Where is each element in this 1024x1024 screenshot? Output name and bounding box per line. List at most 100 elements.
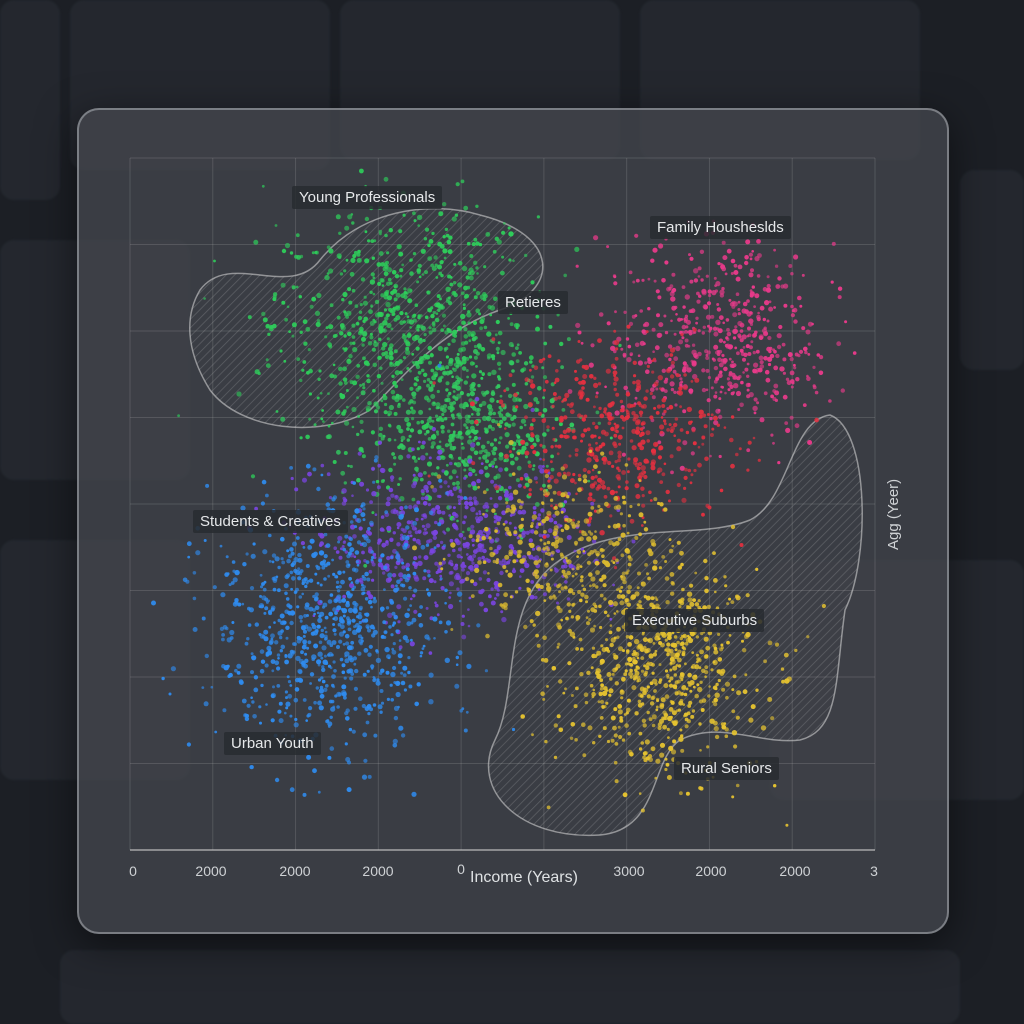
data-point	[471, 242, 476, 247]
data-point	[334, 611, 338, 615]
data-point	[358, 634, 362, 639]
data-point	[460, 291, 465, 296]
data-point	[658, 566, 663, 570]
data-point	[648, 550, 651, 553]
data-point	[554, 540, 560, 545]
data-point	[749, 293, 754, 298]
data-point	[772, 441, 775, 445]
data-point	[701, 435, 706, 440]
data-point	[561, 474, 568, 480]
data-point	[383, 410, 388, 415]
data-point	[289, 620, 294, 626]
data-point	[323, 554, 328, 559]
data-point	[603, 407, 608, 412]
data-point	[468, 555, 473, 559]
data-point	[252, 714, 257, 719]
data-point	[657, 375, 663, 381]
data-point	[335, 409, 341, 415]
data-point	[311, 624, 317, 630]
data-point	[657, 295, 662, 300]
data-point	[638, 410, 644, 415]
data-point	[383, 176, 389, 182]
data-point	[449, 538, 454, 543]
data-point	[640, 808, 645, 813]
data-point	[274, 660, 280, 666]
data-point	[413, 588, 418, 593]
data-point	[784, 421, 789, 425]
data-point	[411, 497, 416, 502]
data-point	[782, 394, 788, 400]
data-point	[750, 268, 754, 273]
data-point	[452, 517, 456, 521]
data-point	[663, 389, 668, 393]
data-point	[409, 326, 412, 329]
data-point	[614, 667, 618, 671]
data-point	[383, 271, 389, 277]
data-point	[575, 322, 581, 328]
data-point	[689, 279, 694, 284]
data-point	[496, 558, 499, 562]
data-point	[250, 696, 253, 699]
data-point	[560, 365, 564, 370]
data-point	[461, 530, 465, 534]
data-point	[427, 503, 431, 507]
data-point	[595, 395, 599, 399]
data-point	[704, 456, 709, 462]
data-point	[614, 460, 618, 464]
data-point	[584, 533, 588, 537]
data-point	[490, 600, 496, 606]
data-point	[754, 293, 760, 299]
data-point	[616, 635, 620, 639]
data-point	[338, 231, 342, 235]
data-point	[671, 272, 676, 277]
data-point	[610, 637, 616, 643]
data-point	[358, 446, 364, 452]
data-point	[542, 396, 545, 400]
x-tick-label: 0	[457, 861, 465, 877]
data-point	[293, 697, 299, 703]
data-point	[640, 669, 645, 673]
data-point	[437, 417, 442, 422]
data-point	[454, 513, 458, 517]
data-point	[472, 438, 476, 442]
data-point	[696, 291, 700, 296]
data-point	[631, 445, 637, 451]
data-point	[550, 445, 554, 449]
data-point	[523, 485, 527, 489]
data-point	[236, 671, 241, 675]
data-point	[767, 697, 773, 702]
data-point	[350, 640, 355, 645]
data-point	[452, 329, 458, 335]
data-point	[687, 468, 692, 473]
data-point	[576, 555, 579, 558]
data-point	[351, 618, 356, 623]
data-point	[382, 479, 385, 482]
data-point	[759, 364, 765, 369]
data-point	[613, 496, 619, 501]
data-point	[712, 326, 718, 331]
data-point	[424, 227, 430, 232]
data-point	[297, 677, 303, 683]
data-point	[544, 739, 548, 744]
data-point	[678, 386, 683, 391]
data-point	[344, 651, 350, 657]
data-point	[690, 359, 694, 363]
data-point	[799, 304, 803, 308]
data-point	[293, 568, 298, 574]
data-point	[689, 583, 694, 588]
data-point	[794, 423, 800, 429]
data-point	[480, 462, 484, 465]
data-point	[777, 461, 781, 465]
data-point	[695, 635, 700, 639]
data-point	[390, 555, 394, 559]
data-point	[523, 403, 529, 410]
data-point	[265, 703, 268, 706]
data-point	[377, 538, 382, 543]
data-point	[439, 361, 442, 365]
data-point	[590, 434, 595, 439]
data-point	[323, 577, 327, 581]
data-point	[639, 309, 643, 313]
data-point	[210, 685, 214, 689]
data-point	[530, 375, 535, 379]
data-point	[370, 550, 375, 554]
